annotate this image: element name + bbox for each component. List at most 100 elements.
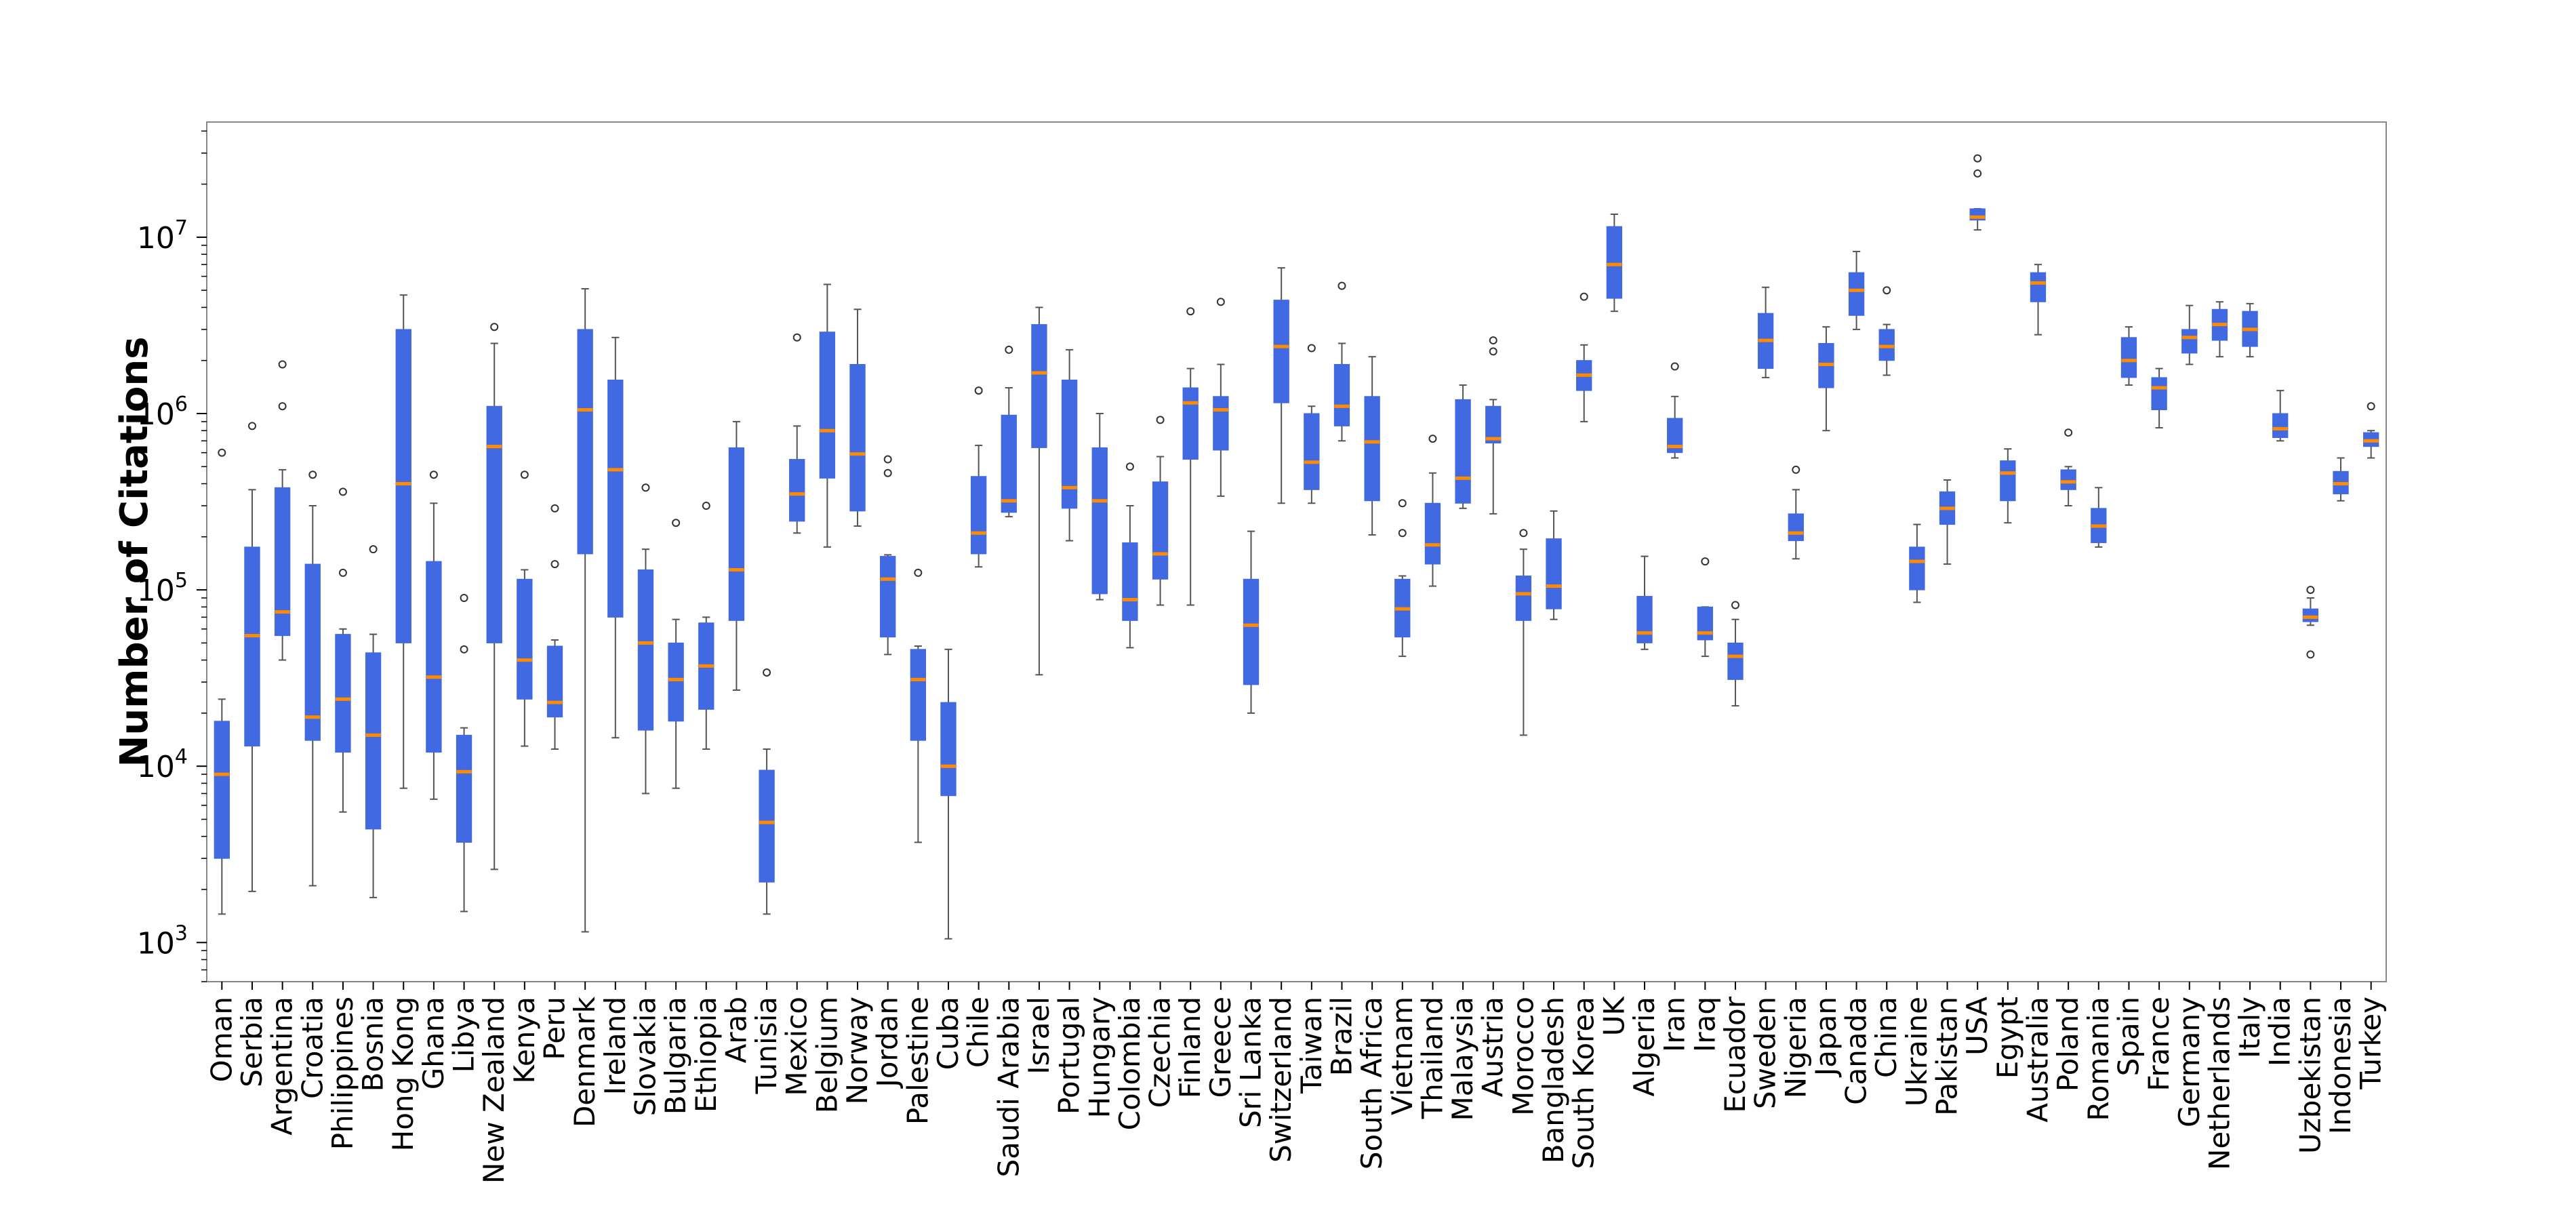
box <box>517 578 533 700</box>
box <box>1152 481 1169 580</box>
box <box>1515 576 1532 621</box>
box <box>819 332 836 479</box>
x-tick-label: Nigeria <box>1779 997 1812 1098</box>
x-tick-label: Brazil <box>1325 997 1358 1076</box>
box <box>304 563 321 741</box>
x-tick-label: Hong Kong <box>386 997 420 1151</box>
outlier-point <box>1579 292 1588 301</box>
box <box>728 447 745 621</box>
x-tick-label: Iran <box>1658 997 1691 1052</box>
box-group: Libya <box>447 594 481 1072</box>
box-group: Serbia <box>235 422 268 1087</box>
box-group: Turkey <box>2354 402 2388 1090</box>
x-tick-label: Denmark <box>568 996 601 1127</box>
box-group: Romania <box>2082 487 2115 1121</box>
x-tick-label: Czechia <box>1144 997 1177 1108</box>
box-group: Cuba <box>931 648 965 1070</box>
y-tick-label: 105 <box>137 569 188 608</box>
box-group: Ecuador <box>1718 601 1752 1113</box>
box <box>1848 272 1865 316</box>
outlier-point <box>2064 428 2073 437</box>
x-tick-label: China <box>1870 997 1903 1078</box>
box <box>2302 608 2319 622</box>
box <box>940 702 957 797</box>
box <box>274 487 291 637</box>
box-group: Finland <box>1173 307 1207 1098</box>
x-tick-label: Ukraine <box>1900 997 1933 1106</box>
x-tick-label: Jordan <box>871 997 904 1089</box>
box <box>880 556 896 638</box>
x-tick-label: France <box>2142 997 2175 1091</box>
x-tick-label: Morocco <box>1506 997 1539 1116</box>
outlier-point <box>247 422 256 430</box>
box <box>970 476 987 555</box>
x-tick-label: Greece <box>1204 997 1237 1098</box>
box <box>2030 272 2047 302</box>
outlier-point <box>2306 650 2315 659</box>
x-tick-label: Iraq <box>1688 997 1721 1052</box>
box-group: Sri Lanka <box>1234 530 1268 1128</box>
box <box>1182 387 1199 460</box>
x-tick-label: Uzbekistan <box>2293 997 2327 1154</box>
x-tick-label: Turkey <box>2354 997 2388 1090</box>
box <box>2272 413 2289 439</box>
box-group: Thailand <box>1415 435 1449 1119</box>
box-group: Netherlands <box>2202 301 2236 1170</box>
box <box>335 634 351 753</box>
box-group: Norway <box>841 308 874 1104</box>
box-group: Switzerland <box>1264 267 1297 1163</box>
outlier-point <box>369 545 378 554</box>
box-group: Ethiopia <box>689 501 723 1112</box>
outlier-point <box>460 594 468 603</box>
box-group: Jordan <box>871 455 904 1089</box>
outlier-point <box>308 470 317 479</box>
box <box>214 721 230 859</box>
box-group: Pakistan <box>1931 479 1964 1116</box>
outlier-point <box>2367 402 2375 411</box>
x-tick-label: Austria <box>1476 997 1510 1097</box>
x-tick-label: Slovakia <box>628 997 662 1116</box>
outlier-point <box>218 448 226 457</box>
x-tick-label: Ghana <box>417 997 450 1089</box>
box <box>1485 405 1502 444</box>
box-group: Canada <box>1840 250 1873 1105</box>
outlier-point <box>702 501 710 510</box>
box-group: New Zealand <box>477 323 510 1184</box>
outlier-point <box>1519 529 1528 538</box>
box <box>1909 546 1925 590</box>
outlier-point <box>1216 298 1225 306</box>
x-tick-label: Mexico <box>780 997 813 1096</box>
box <box>456 734 472 843</box>
box-group: Vietnam <box>1386 499 1419 1115</box>
box <box>365 652 382 830</box>
box <box>1122 542 1138 621</box>
outlier-point <box>1973 154 1982 163</box>
outlier-point <box>974 386 983 395</box>
box-group: Austria <box>1476 336 1510 1097</box>
box-group: Kenya <box>508 470 541 1084</box>
x-tick-label: Poland <box>2051 997 2085 1091</box>
x-tick-label: Italy <box>2233 997 2266 1058</box>
x-tick-label: Serbia <box>235 997 268 1087</box>
box-group: Sweden <box>1749 286 1782 1109</box>
box-group: Tunisia <box>750 668 783 1094</box>
x-tick-label: Switzerland <box>1264 997 1297 1163</box>
box-group: Philippines <box>326 487 359 1150</box>
x-tick-label: Bulgaria <box>659 997 692 1115</box>
box-group: Iran <box>1658 362 1691 1052</box>
box-group: Spain <box>2112 326 2145 1076</box>
box-group: Saudi Arabia <box>992 345 1025 1178</box>
box-group: India <box>2263 390 2297 1066</box>
box <box>426 561 442 753</box>
x-tick-label: Portugal <box>1053 997 1086 1115</box>
x-tick-label: Cuba <box>931 997 965 1070</box>
box <box>607 379 624 618</box>
outlier-point <box>1883 286 1891 295</box>
outlier-point <box>672 519 681 527</box>
box-group: South Africa <box>1355 356 1388 1169</box>
x-tick-label: India <box>2263 997 2297 1066</box>
box-group: Belgium <box>810 283 843 1113</box>
y-tick-label: 103 <box>137 921 188 961</box>
outlier-point <box>1701 557 1710 566</box>
box-group: Arab <box>719 420 752 1063</box>
